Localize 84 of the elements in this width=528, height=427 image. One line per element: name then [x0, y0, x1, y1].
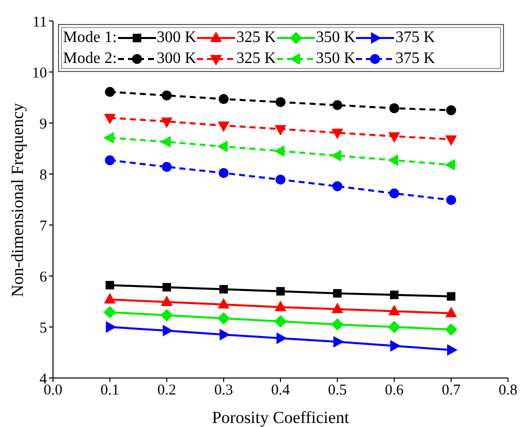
- y-tick-label: 7: [40, 218, 48, 234]
- point: [219, 285, 228, 294]
- annotation: Mode 2:: [63, 50, 117, 68]
- point: [274, 315, 286, 328]
- x-tick-label: 0.7: [442, 382, 461, 399]
- point: [275, 301, 286, 312]
- point: [220, 329, 230, 340]
- x-tick-label: 0.3: [214, 382, 233, 399]
- x-tick-label: 0.5: [328, 382, 347, 399]
- legend-label: 350 K: [316, 50, 356, 68]
- x-tick-label: 0.8: [498, 382, 518, 399]
- point: [445, 159, 456, 170]
- point: [388, 321, 400, 333]
- point: [218, 122, 230, 132]
- legend-label: 325 K: [236, 50, 276, 68]
- point: [161, 296, 172, 306]
- x-tick-label: 0.1: [100, 382, 120, 399]
- point: [332, 181, 342, 192]
- point: [333, 336, 344, 348]
- point: [332, 303, 343, 314]
- point: [106, 322, 116, 332]
- point: [218, 94, 229, 104]
- point: [162, 325, 173, 336]
- point: [218, 168, 229, 178]
- point: [104, 155, 115, 166]
- point: [447, 344, 458, 356]
- legend-label: 375 K: [395, 28, 436, 46]
- x-tick-label: 0.2: [157, 382, 176, 399]
- x-tick-label: 0.4: [271, 382, 290, 399]
- point: [275, 125, 286, 136]
- point: [446, 135, 457, 146]
- point: [388, 132, 400, 142]
- point: [161, 117, 172, 128]
- point: [162, 162, 172, 172]
- point: [162, 282, 171, 292]
- point: [160, 309, 173, 322]
- legend-label: 300 K: [156, 28, 196, 46]
- legend-label: 375 K: [395, 50, 436, 68]
- point: [389, 188, 400, 198]
- point: [332, 100, 342, 110]
- x-tick-label: 0.0: [44, 382, 62, 399]
- legend-label: 300 K: [156, 50, 196, 68]
- point: [104, 306, 116, 318]
- point: [276, 287, 285, 296]
- annotation: Mode 1:: [63, 28, 117, 46]
- point: [104, 132, 114, 144]
- point: [331, 318, 344, 330]
- point: [218, 298, 230, 309]
- point: [390, 340, 400, 352]
- point: [389, 103, 400, 114]
- y-axis-title: Non-dimensional Frequency: [8, 102, 27, 298]
- x-tick-label: 0.6: [384, 382, 404, 399]
- point: [104, 293, 116, 304]
- point: [446, 292, 456, 301]
- x-axis-title: Porosity Coefficient: [212, 408, 350, 427]
- point: [388, 305, 400, 316]
- point: [104, 86, 115, 97]
- point: [446, 307, 457, 318]
- point: [276, 332, 286, 344]
- point: [446, 105, 456, 116]
- point: [276, 97, 286, 108]
- point: [388, 154, 398, 166]
- y-tick-label: 9: [40, 116, 47, 132]
- y-tick-label: 11: [32, 14, 47, 30]
- point: [390, 290, 398, 300]
- point: [332, 128, 343, 139]
- point: [160, 136, 171, 148]
- y-tick-label: 6: [40, 269, 48, 286]
- point: [162, 90, 172, 100]
- point: [446, 195, 456, 206]
- point: [333, 289, 342, 298]
- point: [276, 174, 286, 185]
- point: [331, 150, 342, 162]
- point: [274, 146, 284, 157]
- y-tick-label: 8: [40, 167, 47, 184]
- point: [106, 280, 114, 290]
- legend-label: 350 K: [316, 28, 356, 46]
- point: [445, 324, 458, 336]
- y-tick-label: 10: [32, 65, 47, 82]
- point: [218, 312, 230, 324]
- y-tick-label: 5: [40, 320, 47, 336]
- legend-label: 325 K: [236, 28, 276, 46]
- point: [104, 114, 116, 124]
- point: [218, 140, 228, 152]
